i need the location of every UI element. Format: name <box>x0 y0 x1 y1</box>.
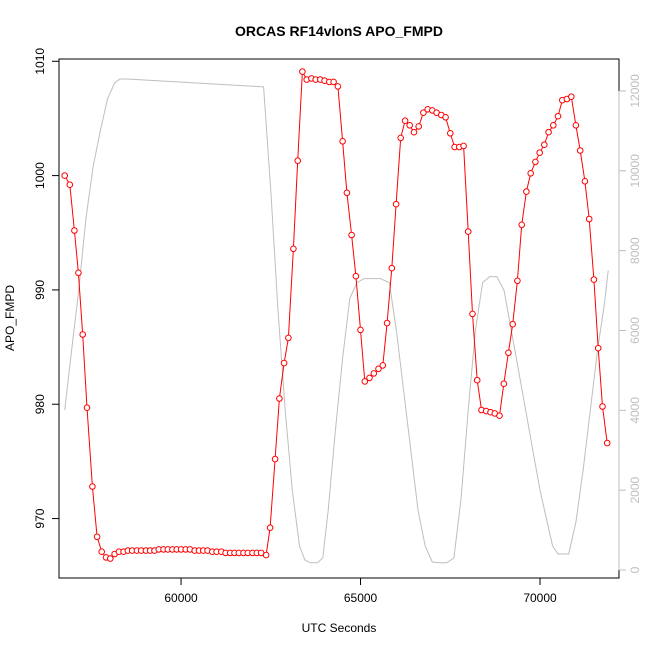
data-point <box>276 395 283 402</box>
data-point <box>585 215 593 223</box>
data-point <box>79 331 86 338</box>
data-point <box>392 200 400 208</box>
data-point <box>469 310 476 318</box>
data-point <box>572 122 580 129</box>
data-point <box>473 376 481 384</box>
x-tick-label: 65000 <box>344 591 378 605</box>
data-point <box>348 231 355 239</box>
data-point <box>66 181 74 188</box>
data-point <box>107 555 114 562</box>
data-point <box>554 112 562 120</box>
x-axis: 60000 65000 70000 <box>164 578 557 605</box>
data-point <box>383 319 391 327</box>
data-point <box>581 178 589 185</box>
data-point <box>375 365 382 373</box>
y-tick-label: 1000 <box>33 162 47 189</box>
plot-frame <box>58 58 620 579</box>
data-point <box>361 378 369 385</box>
y2-tick-label: 0 <box>628 566 642 573</box>
data-point <box>460 142 467 150</box>
data-point <box>266 524 274 532</box>
data-point <box>357 326 364 334</box>
data-point <box>594 344 602 352</box>
data-point <box>442 114 449 121</box>
data-point <box>330 78 337 86</box>
data-point <box>518 221 526 229</box>
data-point <box>536 149 544 156</box>
data-point <box>505 349 512 357</box>
y2-tick-label: 8000 <box>628 237 642 264</box>
y2-tick-label: 10000 <box>628 154 642 188</box>
data-point <box>75 269 82 277</box>
data-point <box>93 533 101 541</box>
data-point <box>406 122 414 129</box>
series-secondary <box>64 78 609 564</box>
data-point <box>262 551 270 559</box>
data-point <box>83 404 91 412</box>
data-point <box>410 128 418 136</box>
data-point <box>379 362 387 369</box>
data-point <box>334 83 342 90</box>
data-point <box>541 141 548 148</box>
data-point <box>61 172 68 179</box>
data-point <box>388 264 396 272</box>
data-point <box>285 334 292 342</box>
data-point <box>464 228 472 235</box>
data-point <box>343 189 351 197</box>
data-point <box>280 359 288 367</box>
series-primary <box>61 68 611 562</box>
y2-tick-label: 4000 <box>628 397 642 424</box>
y-axis-label: APO_FMPD <box>3 285 17 351</box>
data-point <box>352 272 360 280</box>
data-point <box>89 483 96 490</box>
data-point <box>397 134 405 142</box>
data-point <box>98 548 105 556</box>
data-point <box>370 370 378 377</box>
y-tick-label: 1010 <box>33 48 47 75</box>
data-point <box>523 188 530 195</box>
y-axis-right: 0 2000 4000 6000 8000 10000 12000 <box>618 74 642 573</box>
series-secondary-line <box>64 78 609 564</box>
y-axis-left: 970 980 990 1000 1010 <box>33 48 59 529</box>
data-point <box>590 276 598 283</box>
data-point <box>71 227 78 234</box>
y-tick-label: 980 <box>33 394 47 414</box>
x-tick-label: 70000 <box>523 591 557 605</box>
data-point <box>545 128 552 136</box>
data-point <box>415 123 423 130</box>
x-tick-label: 60000 <box>164 591 198 605</box>
data-point <box>401 117 409 124</box>
data-point <box>420 109 427 116</box>
data-point <box>603 439 611 447</box>
data-point <box>509 320 517 328</box>
y-tick-label: 970 <box>33 508 47 528</box>
data-point <box>599 403 606 410</box>
data-point <box>299 68 306 75</box>
data-point <box>514 277 521 285</box>
chart-title: ORCAS RF14vlonS APO_FMPD <box>235 23 443 39</box>
data-point <box>500 380 508 388</box>
data-point <box>550 122 557 129</box>
data-point <box>576 147 584 154</box>
data-point <box>447 130 454 137</box>
data-point <box>290 245 297 253</box>
data-point <box>366 374 373 382</box>
y2-tick-label: 6000 <box>628 317 642 344</box>
series-primary-line <box>64 69 608 560</box>
data-point <box>496 412 503 420</box>
data-point <box>294 157 302 164</box>
data-point <box>532 158 539 166</box>
y2-tick-label: 2000 <box>628 476 642 503</box>
data-point <box>339 138 346 145</box>
y-tick-label: 990 <box>33 280 47 300</box>
data-point <box>527 170 535 177</box>
x-axis-label: UTC Seconds <box>302 621 377 635</box>
data-point <box>568 93 575 100</box>
data-point <box>271 455 279 463</box>
y2-tick-label: 12000 <box>628 74 642 108</box>
